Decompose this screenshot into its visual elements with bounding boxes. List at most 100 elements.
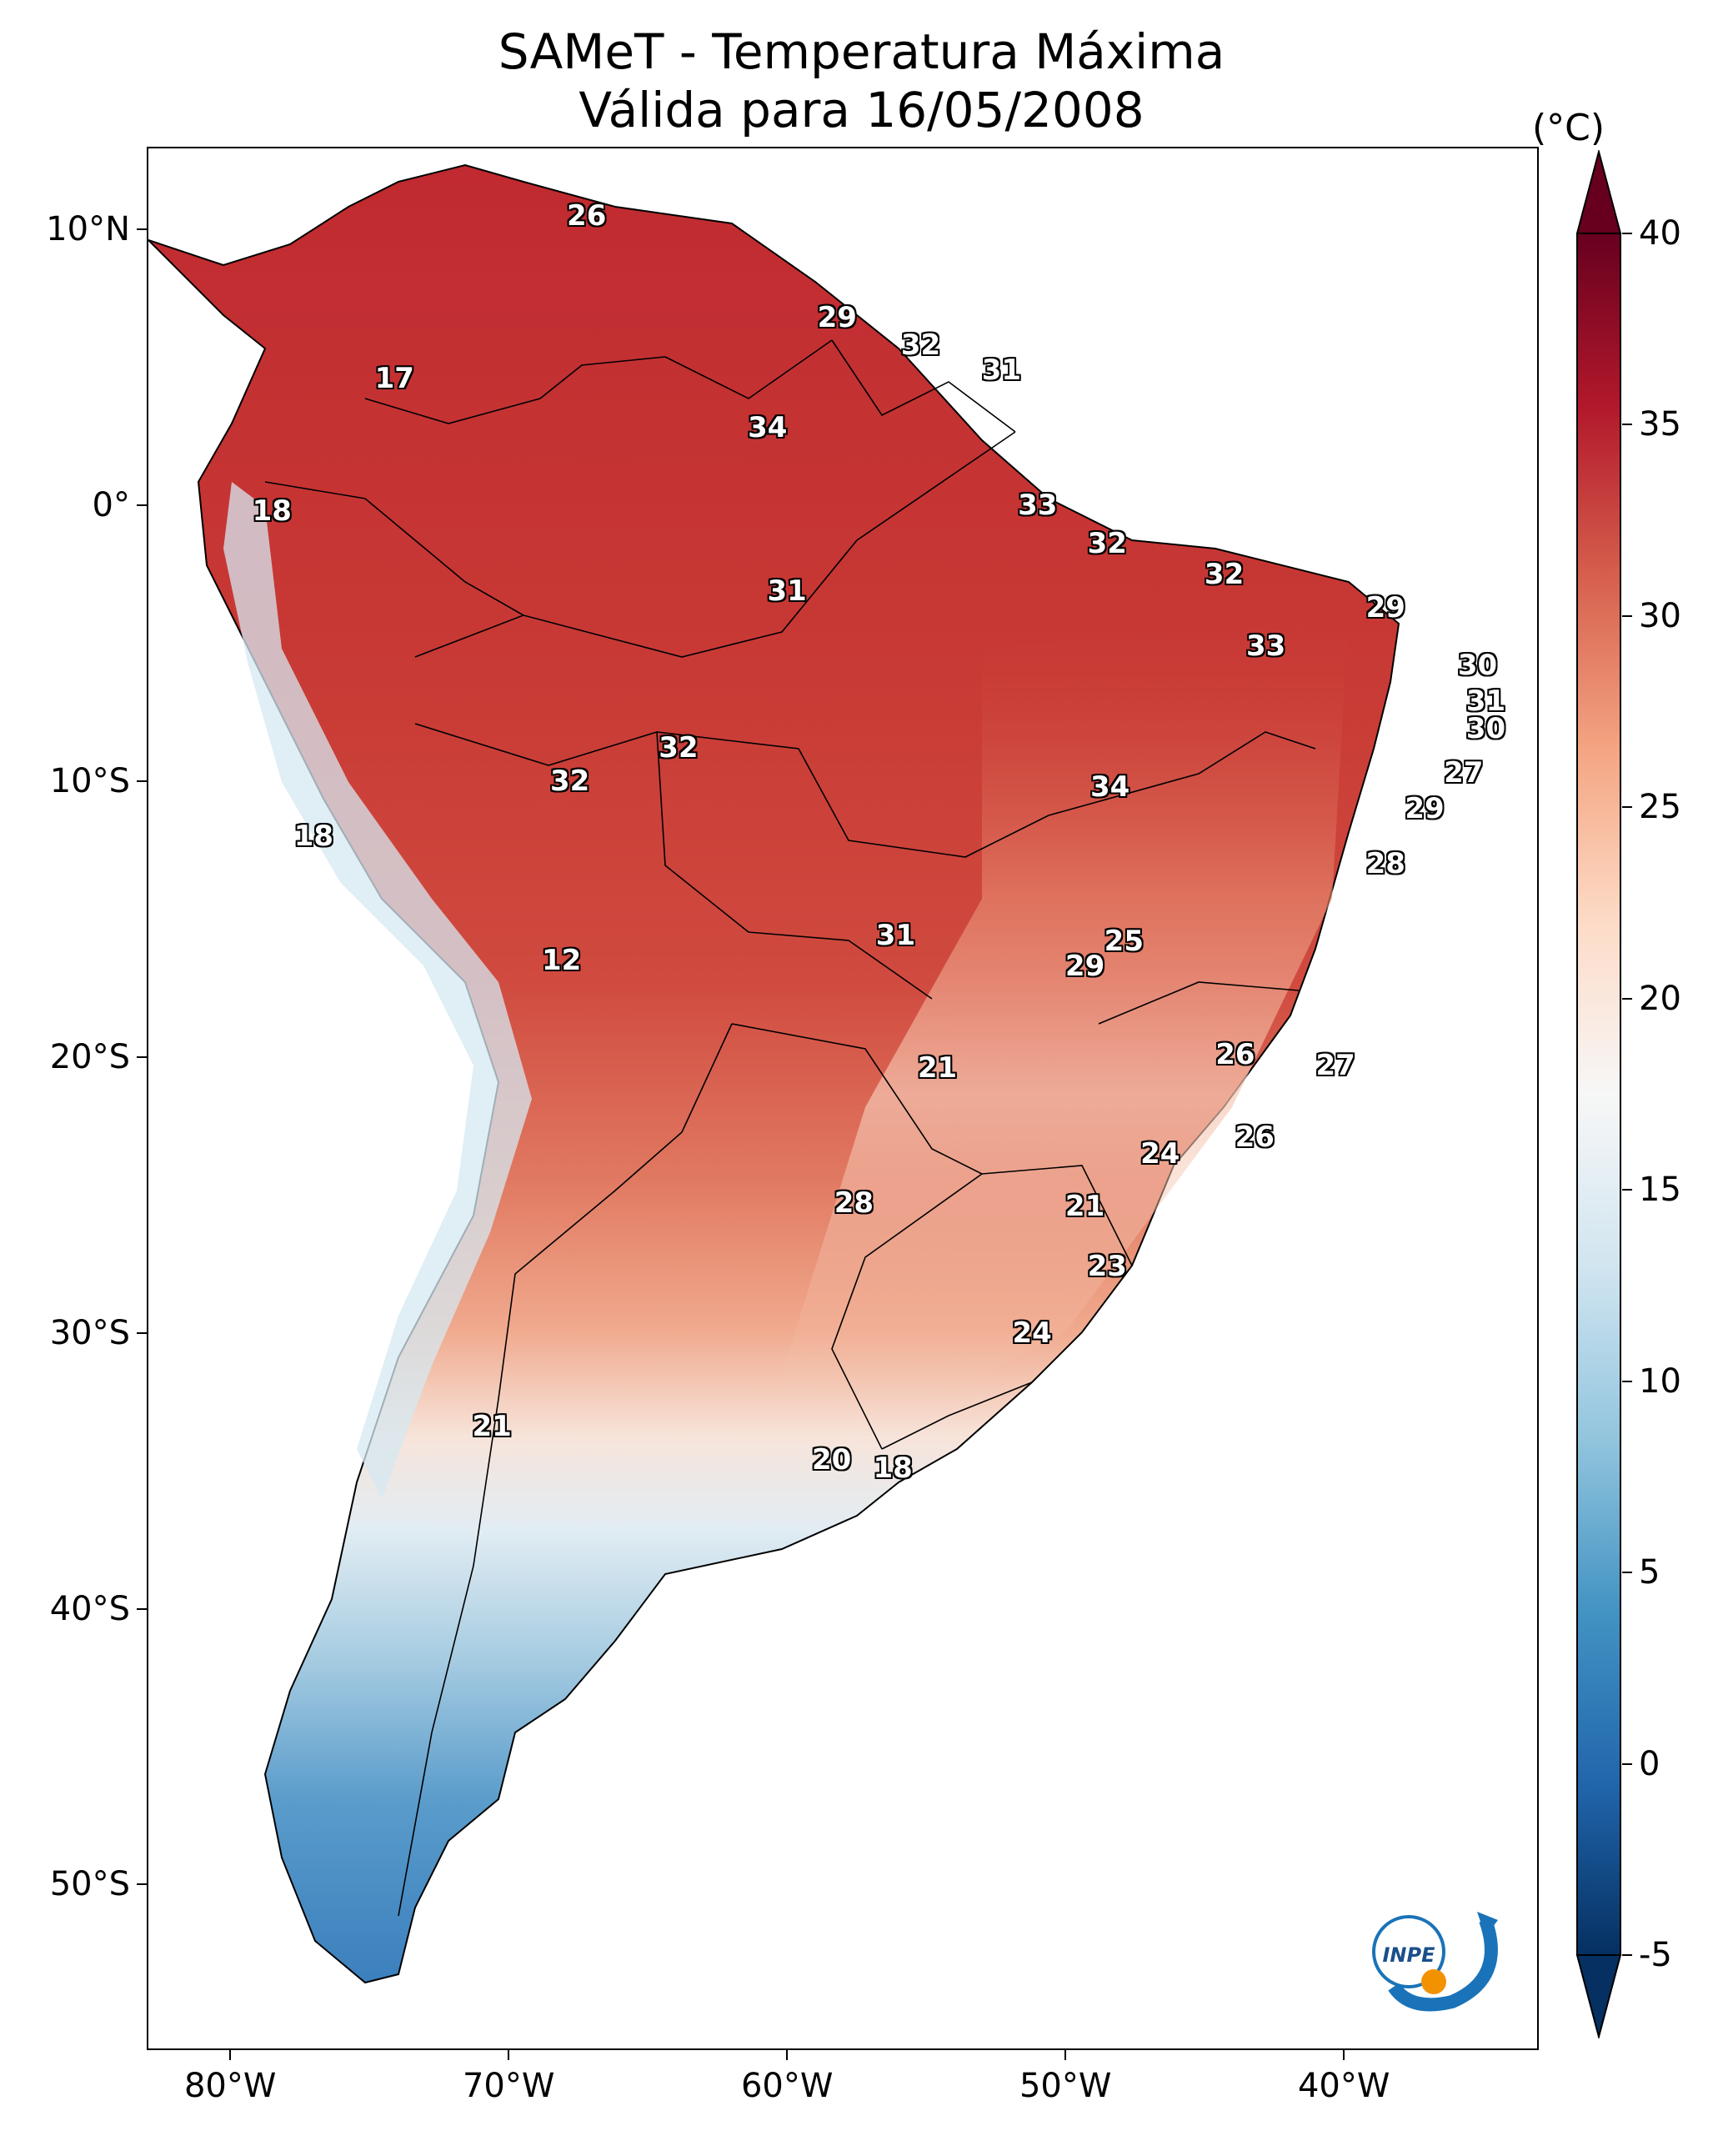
colorbar-top-extend — [1575, 150, 1622, 234]
city-temperature-label: 18 — [293, 820, 334, 854]
city-temperature-label: 34 — [1089, 770, 1130, 804]
colorbar-tick-mark — [1622, 997, 1632, 1000]
y-tick-label: 10°S — [49, 762, 130, 800]
city-temperature-label: 29 — [1405, 792, 1445, 826]
x-tick-mark — [1343, 2050, 1345, 2060]
city-temperature-label: 32 — [1087, 527, 1127, 561]
colorbar-tick-mark — [1622, 424, 1632, 426]
inpe-logo: INPE — [1372, 1912, 1498, 2012]
colorbar-tick-label: 10 — [1639, 1361, 1681, 1401]
colorbar-tick-mark — [1622, 233, 1632, 234]
city-temperature-label: 27 — [1444, 756, 1484, 790]
city-temperature-label: 21 — [917, 1051, 958, 1086]
city-temperature-label: 31 — [1465, 684, 1506, 719]
colorbar-tick-label: 5 — [1639, 1553, 1660, 1592]
city-temperature-label: 32 — [659, 731, 699, 765]
logo-arrow — [1477, 1912, 1498, 1937]
colorbar-tick-mark — [1622, 614, 1632, 617]
temperature-map — [148, 163, 1400, 1984]
x-tick-label: 80°W — [183, 2067, 277, 2105]
colorbar-tick-label: 35 — [1639, 405, 1681, 444]
city-temperature-label: 32 — [550, 765, 590, 798]
city-temperature-label: 31 — [981, 353, 1022, 387]
city-temperature-label: 30 — [1457, 649, 1498, 683]
y-tick-mark — [137, 228, 147, 231]
logo-globe — [1372, 1915, 1445, 1988]
x-tick-label: 50°W — [1019, 2067, 1112, 2105]
city-temperature-label: 18 — [873, 1451, 913, 1485]
city-temperature-label: 28 — [834, 1186, 874, 1221]
y-tick-label: 50°S — [49, 1865, 130, 1904]
city-temperature-label: 21 — [472, 1410, 512, 1444]
city-temperature-label: 26 — [567, 198, 607, 233]
map-title: SAMeT - Temperatura Máxima — [498, 23, 1225, 80]
city-temperature-label: 24 — [1140, 1136, 1180, 1171]
colorbar-unit: (°C) — [1532, 107, 1605, 149]
city-temperature-label: 20 — [811, 1442, 852, 1477]
colorbar-tick-mark — [1622, 1954, 1632, 1956]
y-tick-mark — [137, 1331, 147, 1334]
city-temperature-label: 28 — [1365, 847, 1405, 881]
logo-swoosh — [1388, 1918, 1498, 2012]
y-tick-mark — [137, 1607, 147, 1610]
colorbar-body — [1576, 233, 1621, 1956]
colorbar-tick-mark — [1622, 1189, 1632, 1191]
colorbar-tick-label: 15 — [1639, 1171, 1681, 1210]
city-temperature-label: 34 — [748, 411, 788, 445]
city-temperature-label: 29 — [817, 301, 857, 335]
city-temperature-label: 18 — [252, 494, 292, 528]
city-temperature-label: 32 — [1204, 557, 1245, 591]
map-area — [147, 147, 1539, 2050]
y-tick-label: 10°N — [46, 210, 130, 249]
city-temperature-label: 29 — [1064, 949, 1105, 983]
colorbar-bottom-extend — [1575, 1954, 1622, 2038]
x-tick-mark — [1064, 2050, 1067, 2060]
colorbar-tick-label: 30 — [1639, 596, 1681, 635]
logo-text: INPE — [1383, 1943, 1436, 1967]
city-temperature-label: 31 — [875, 919, 916, 953]
city-temperature-label: 17 — [374, 361, 414, 395]
y-tick-mark — [137, 1055, 147, 1058]
y-tick-label: 20°S — [49, 1037, 130, 1076]
city-temperature-label: 24 — [1012, 1316, 1052, 1350]
andes-cold-band — [223, 482, 532, 1499]
city-temperature-label: 32 — [900, 328, 941, 363]
city-temperature-label: 33 — [1246, 629, 1286, 663]
colorbar-tick-label: 40 — [1639, 214, 1681, 253]
city-temperature-label: 12 — [541, 944, 582, 978]
city-temperature-label: 29 — [1365, 590, 1405, 624]
city-temperature-label: 33 — [1018, 489, 1058, 523]
colorbar-tick-mark — [1622, 1572, 1632, 1574]
colorbar-tick-mark — [1622, 1762, 1632, 1765]
logo-orange-dot — [1421, 1969, 1446, 1994]
city-temperature-label: 26 — [1235, 1120, 1275, 1154]
x-tick-mark — [508, 2050, 510, 2060]
country-borders — [264, 339, 1316, 1917]
colorbar-tick-label: -5 — [1639, 1936, 1672, 1974]
city-temperature-label: 27 — [1315, 1048, 1355, 1082]
x-tick-label: 40°W — [1297, 2067, 1390, 2105]
colorbar-tick-label: 25 — [1639, 788, 1681, 827]
x-tick-mark — [786, 2050, 789, 2060]
y-tick-label: 40°S — [49, 1589, 130, 1628]
x-tick-mark — [229, 2050, 232, 2060]
colorbar-tick-label: 0 — [1639, 1744, 1660, 1783]
y-tick-mark — [137, 1883, 147, 1886]
city-temperature-label: 21 — [1064, 1189, 1105, 1223]
city-temperature-label: 30 — [1465, 712, 1506, 746]
colorbar-tick-mark — [1622, 806, 1632, 809]
colorbar-tick-label: 20 — [1639, 979, 1681, 1018]
colorbar-tick-mark — [1622, 1380, 1632, 1382]
y-tick-label: 0° — [92, 486, 130, 525]
city-temperature-label: 31 — [767, 574, 807, 608]
city-temperature-label: 23 — [1087, 1250, 1127, 1284]
x-tick-label: 60°W — [740, 2067, 834, 2105]
y-tick-mark — [137, 504, 147, 507]
map-subtitle: Válida para 16/05/2008 — [579, 82, 1144, 138]
x-tick-label: 70°W — [462, 2067, 555, 2105]
colorbar — [1575, 150, 1622, 2038]
y-tick-label: 30°S — [49, 1313, 130, 1352]
city-temperature-label: 26 — [1215, 1037, 1255, 1071]
city-temperature-label: 25 — [1104, 924, 1144, 958]
y-tick-mark — [137, 780, 147, 782]
